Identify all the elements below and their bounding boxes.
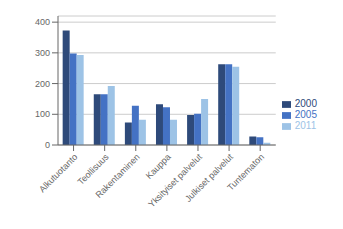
svg-text:400: 400	[35, 17, 50, 27]
svg-text:100: 100	[35, 109, 50, 119]
svg-text:Yksityiset palvelut: Yksityiset palvelut	[146, 152, 204, 210]
svg-text:0: 0	[45, 140, 50, 150]
html-text:2011: 2011	[294, 120, 317, 131]
html-text:2000: 2000	[294, 98, 317, 109]
svg-text:Rakentaminen: Rakentaminen	[94, 152, 142, 200]
svg-text:300: 300	[35, 48, 50, 58]
svg-text:Alkutuotanto: Alkutuotanto	[37, 152, 79, 194]
svg-text:Tuntematon: Tuntematon	[225, 152, 266, 193]
svg-text:Kauppa: Kauppa	[144, 152, 173, 181]
svg-text:Teollisuus: Teollisuus	[75, 151, 111, 187]
html-text:2005: 2005	[294, 109, 317, 120]
svg-text:200: 200	[35, 79, 50, 89]
svg-text:Julkiset palvelut: Julkiset palvelut	[183, 152, 235, 204]
